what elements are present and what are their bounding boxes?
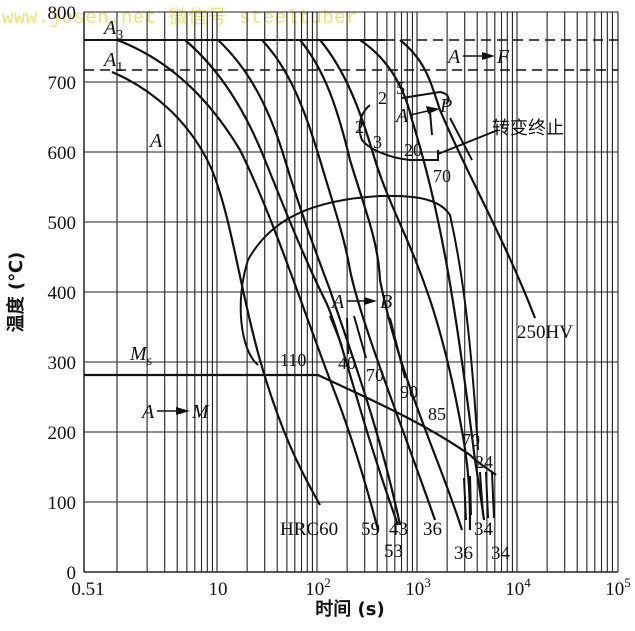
cooling-curve-43: [217, 39, 402, 526]
pearlite-start-boundary: [401, 90, 450, 105]
svg-text:85: 85: [428, 404, 446, 424]
svg-text:36: 36: [454, 543, 473, 564]
ms-label: Ms: [129, 343, 152, 369]
cooling-curve-34a: [319, 39, 472, 531]
x-tick-labels: 0.51 10 102 103 104 105: [71, 575, 630, 600]
end-transform-leader: [437, 129, 499, 155]
a3-label: A3: [102, 17, 123, 43]
bainite-boundary: [239, 194, 479, 451]
cooling-curve-hrc60: [111, 70, 321, 506]
svg-text:70: 70: [366, 365, 384, 385]
svg-text:53: 53: [384, 541, 403, 562]
a-to-b-label: A B: [330, 291, 392, 313]
svg-text:24: 24: [475, 452, 493, 472]
y-tick-label: 300: [48, 353, 77, 374]
x-axis-title: 时间 (s): [315, 599, 384, 620]
svg-text:2: 2: [378, 88, 387, 108]
y-tick-label: 800: [48, 3, 77, 24]
percent-tick-marks: [329, 315, 495, 521]
cooling-curve-250hv: [399, 39, 537, 319]
y-tick-label: 500: [48, 213, 77, 234]
y-tick-label: 400: [48, 283, 77, 304]
svg-text:43: 43: [389, 519, 408, 540]
ms-line: [84, 373, 497, 476]
a-to-p-label: A P: [394, 95, 452, 127]
cooling-curve-34b: [359, 39, 486, 521]
cooling-curve-36b: [299, 39, 464, 531]
austenite-label: A: [148, 130, 163, 152]
y-tick-label: 100: [48, 493, 77, 514]
end-transform-label: 转变终止: [492, 118, 564, 139]
svg-text:40: 40: [338, 353, 356, 373]
svg-text:34: 34: [474, 519, 494, 540]
x-tick-label: 0.51: [71, 579, 104, 600]
svg-text:5: 5: [396, 78, 405, 98]
svg-text:110: 110: [280, 350, 306, 370]
y-tick-label: 0: [67, 563, 77, 584]
svg-text:A: A: [446, 46, 461, 68]
y-tick-label: 200: [48, 423, 77, 444]
svg-text:70: 70: [433, 166, 451, 186]
svg-text:HRC60: HRC60: [280, 519, 338, 540]
y-tick-label: 700: [48, 73, 77, 94]
svg-text:P: P: [439, 95, 452, 117]
svg-text:A: A: [394, 105, 409, 127]
svg-text:M: M: [191, 401, 210, 423]
cooling-curve-53: [184, 39, 400, 526]
cooling-curve-59: [116, 38, 380, 531]
x-tick-label: 103: [405, 575, 431, 600]
x-tick-label: 102: [305, 575, 331, 600]
svg-text:A: A: [140, 401, 155, 423]
svg-text:34: 34: [491, 543, 511, 564]
percent-labels: 2 5 2 3 20 70 110 40 70 90 85 70 24: [280, 78, 493, 472]
cooling-curve-36a: [261, 39, 437, 521]
svg-text:B: B: [380, 291, 392, 313]
svg-text:59: 59: [361, 519, 380, 540]
svg-text:36: 36: [423, 519, 442, 540]
cooling-curves: [111, 38, 537, 531]
horizontal-gridlines: [84, 11, 618, 573]
a1-label: A1: [102, 49, 123, 75]
pearlite-region: [358, 90, 499, 161]
svg-text:A: A: [330, 291, 345, 313]
x-tick-label: 10: [209, 579, 228, 600]
x-tick-label: 105: [605, 575, 631, 600]
svg-text:90: 90: [400, 382, 418, 402]
y-axis-title: 温度 (℃): [5, 252, 27, 333]
y-tick-label: 600: [48, 143, 77, 164]
svg-text:2: 2: [355, 117, 364, 137]
x-tick-label: 104: [505, 575, 531, 600]
a-to-f-label: A F: [446, 46, 510, 68]
svg-text:3: 3: [373, 132, 382, 152]
svg-text:20: 20: [404, 140, 422, 160]
hardness-labels: HRC60 59 43 53 36 36 34 34: [280, 519, 511, 564]
hardness-250hv: 250HV: [517, 322, 573, 343]
svg-text:F: F: [496, 46, 510, 68]
svg-text:70: 70: [462, 430, 480, 450]
pearlite-end-boundary: [358, 104, 439, 161]
a-to-m-label: A M: [140, 401, 210, 423]
y-tick-labels: 800 700 600 500 400 300 200 100 0: [48, 3, 77, 584]
